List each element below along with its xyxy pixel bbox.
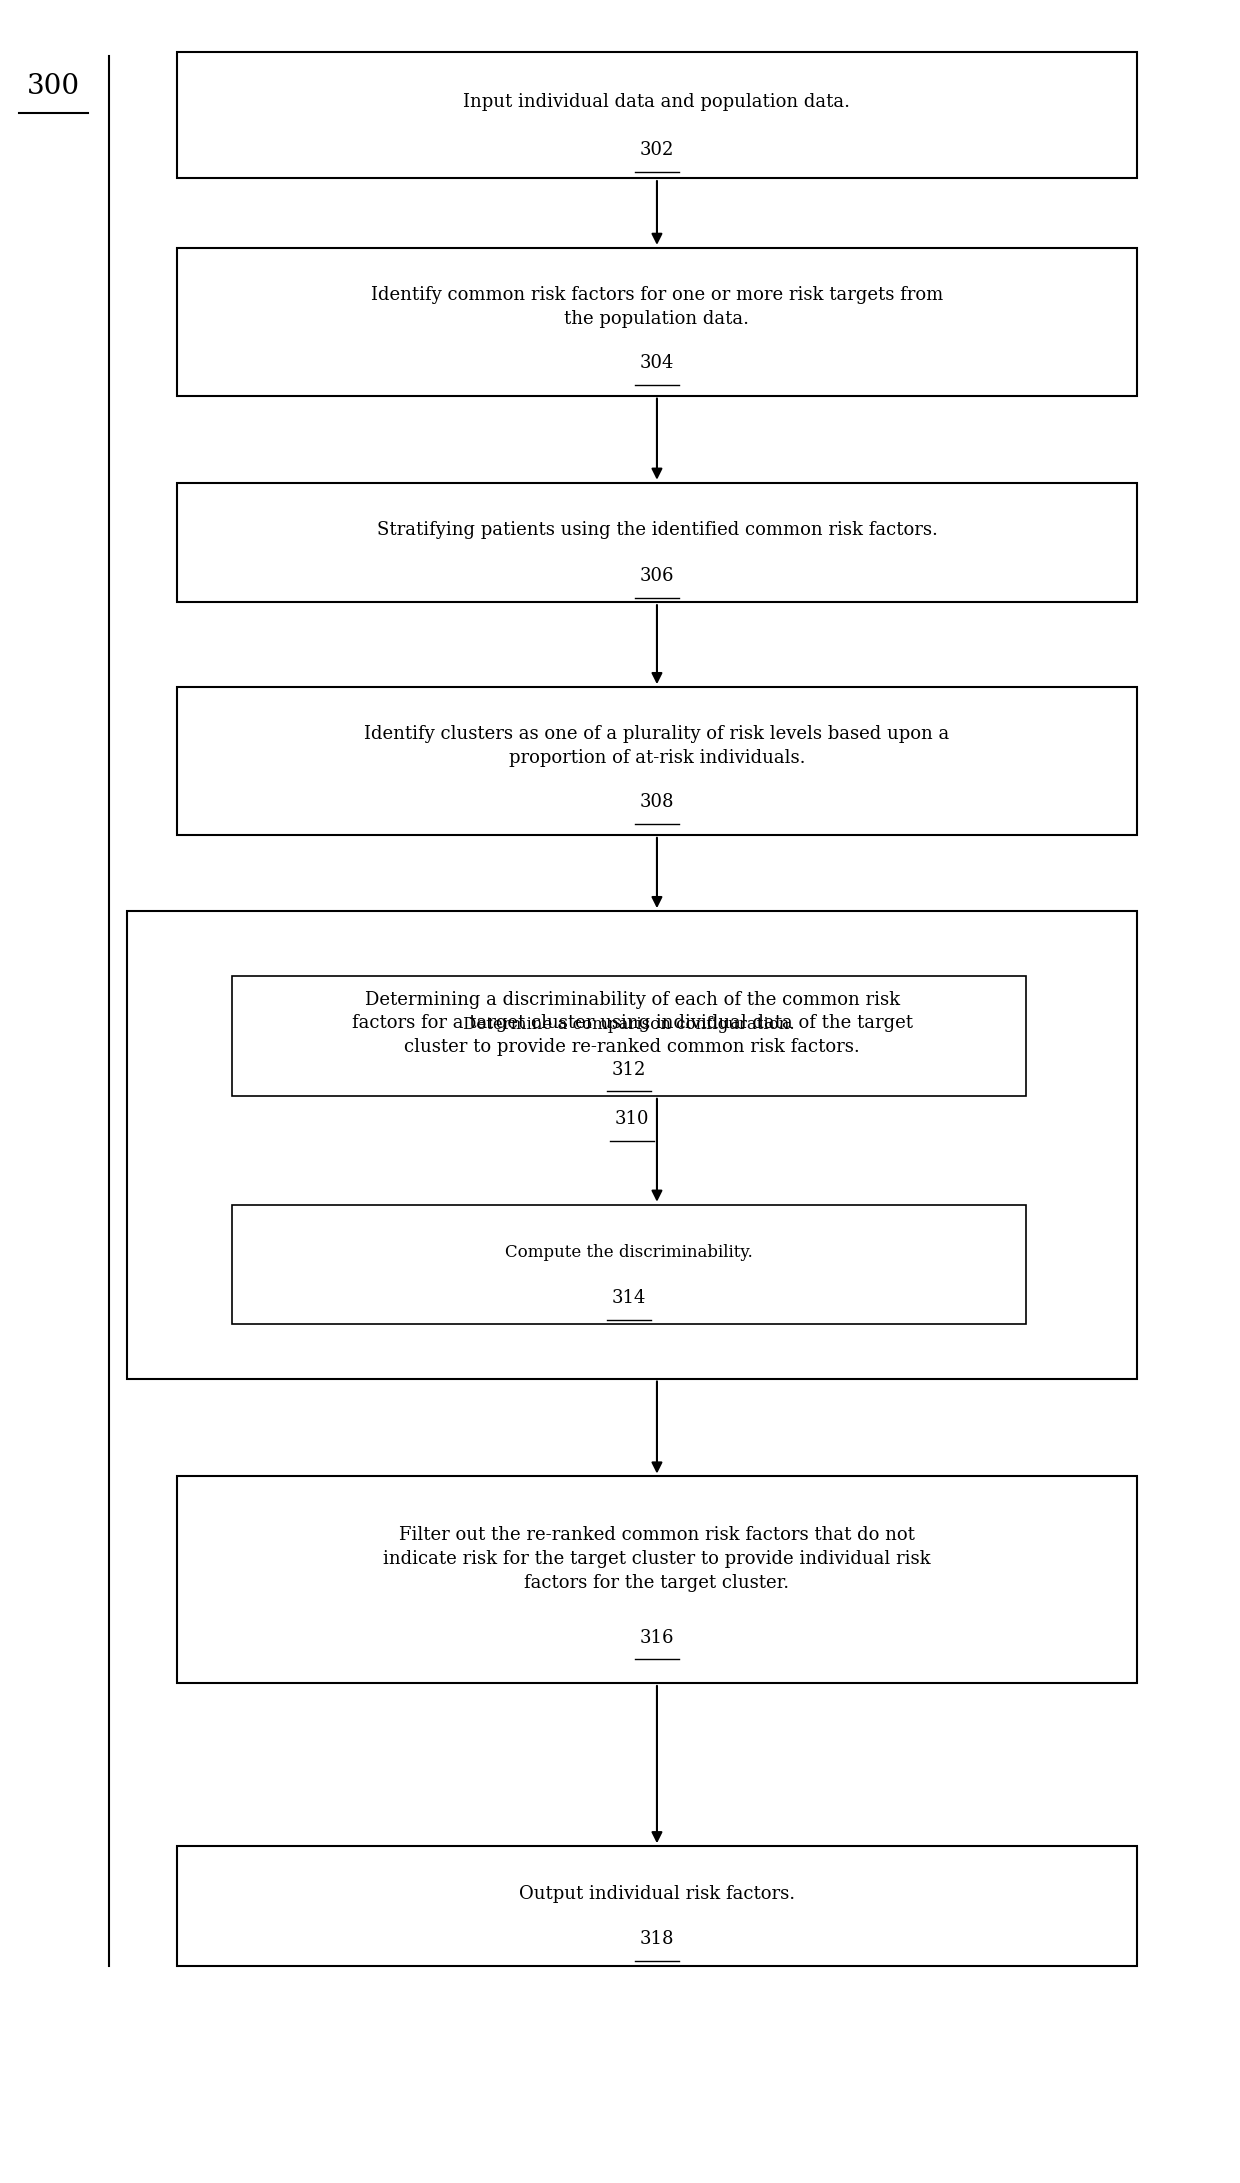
Text: 306: 306	[640, 568, 675, 585]
Text: 312: 312	[613, 1061, 646, 1078]
Text: Determine a comparison configuration.: Determine a comparison configuration.	[464, 1015, 795, 1033]
FancyBboxPatch shape	[176, 247, 1137, 395]
Text: Determining a discriminability of each of the common risk
factors for a target c: Determining a discriminability of each o…	[352, 991, 913, 1057]
Text: 304: 304	[640, 354, 675, 371]
Text: Identify common risk factors for one or more risk targets from
the population da: Identify common risk factors for one or …	[371, 286, 944, 327]
FancyBboxPatch shape	[176, 688, 1137, 834]
Text: 310: 310	[615, 1111, 650, 1129]
Text: 302: 302	[640, 142, 675, 159]
FancyBboxPatch shape	[232, 976, 1027, 1096]
Text: Identify clusters as one of a plurality of risk levels based upon a
proportion o: Identify clusters as one of a plurality …	[365, 725, 950, 766]
Text: 308: 308	[640, 792, 675, 812]
Text: Output individual risk factors.: Output individual risk factors.	[518, 1884, 795, 1904]
FancyBboxPatch shape	[128, 910, 1137, 1377]
FancyBboxPatch shape	[176, 52, 1137, 179]
Text: 316: 316	[640, 1629, 675, 1646]
Text: Filter out the re-ranked common risk factors that do not
indicate risk for the t: Filter out the re-ranked common risk fac…	[383, 1526, 931, 1591]
Text: 314: 314	[613, 1288, 646, 1308]
Text: 318: 318	[640, 1930, 675, 1949]
Text: 300: 300	[27, 74, 81, 100]
FancyBboxPatch shape	[176, 482, 1137, 603]
Text: Stratifying patients using the identified common risk factors.: Stratifying patients using the identifie…	[377, 522, 937, 539]
Text: Input individual data and population data.: Input individual data and population dat…	[464, 94, 851, 111]
FancyBboxPatch shape	[232, 1205, 1027, 1325]
FancyBboxPatch shape	[176, 1847, 1137, 1965]
FancyBboxPatch shape	[176, 1476, 1137, 1683]
Text: Compute the discriminability.: Compute the discriminability.	[506, 1244, 753, 1262]
